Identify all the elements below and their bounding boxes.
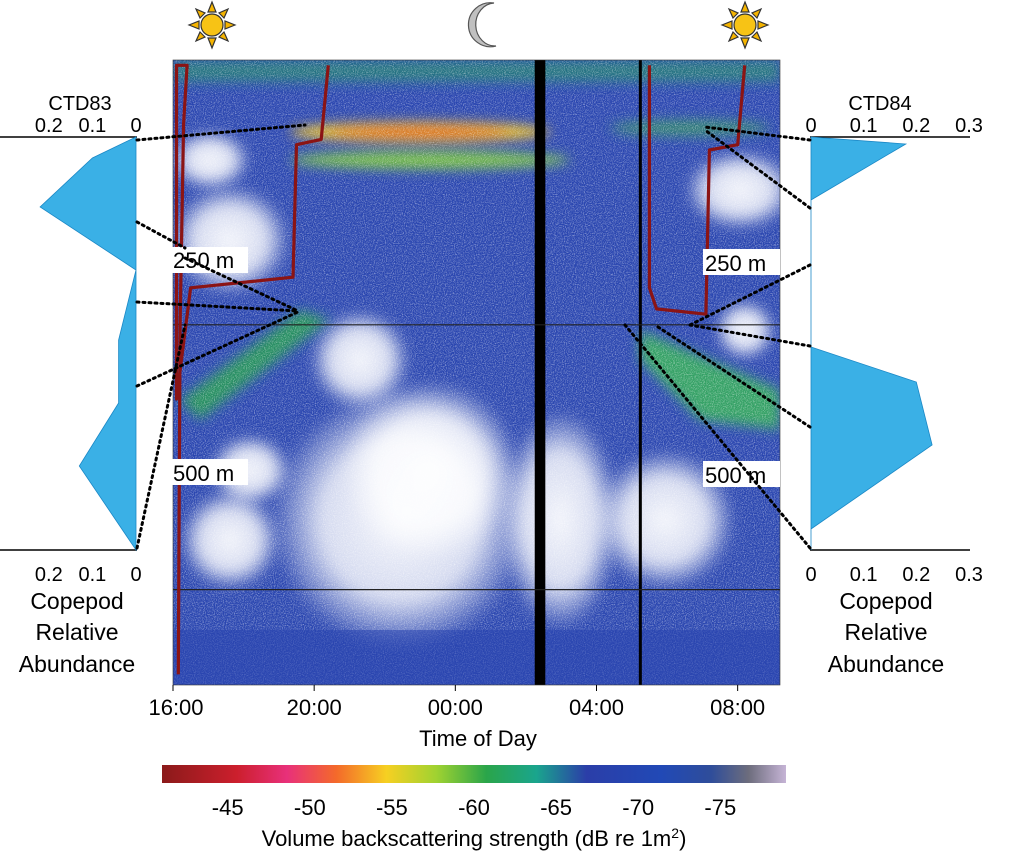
depth-label-250-left: 250 m	[173, 248, 234, 273]
time-tick-label: 08:00	[710, 695, 765, 720]
profile-bottom-tick-label: 0.1	[78, 564, 106, 586]
profile-bottom-tick-label: 0	[130, 564, 141, 586]
profile-bottom-tick-label: 0.3	[955, 564, 983, 586]
echogram-frame	[172, 59, 781, 686]
right-profile: CTD84 0 0.1 0.2 0.3 0 0.1 0.2 0.3 Copepod Rela…	[805, 93, 982, 677]
time-tick-label: 20:00	[287, 695, 342, 720]
time-tick-label: 04:00	[569, 695, 624, 720]
data-gaps	[534, 60, 642, 685]
right-profile-bottom-ticks: 0 0.1 0.2 0.3	[805, 564, 982, 586]
depth-reference-lines	[173, 324, 780, 591]
profile-connectors	[135, 123, 812, 550]
profile-top-tick-label: 0	[130, 115, 141, 137]
left-profile-bottom-ticks: 0.2 0.1 0	[35, 564, 142, 586]
sun-icon	[720, 0, 770, 50]
depth-label-250-right: 250 m	[705, 251, 766, 276]
time-axis-label: Time of Day	[419, 726, 537, 751]
time-axis: 16:00 20:00 00:00 04:00 08:00	[148, 685, 765, 720]
right-profile-xlabel-3: Abundance	[828, 651, 944, 677]
left-profile-station: CTD83	[48, 93, 111, 115]
profile-top-tick-label: 0.2	[35, 115, 63, 137]
profile-top-tick-label: 0.1	[850, 115, 878, 137]
left-profile-xlabel-1: Copepod	[30, 588, 123, 614]
colorbar-label: Volume backscattering strength (dB re 1m…	[262, 825, 687, 851]
sun-icon	[187, 0, 237, 50]
ctd-tracks	[174, 63, 747, 675]
depth-labels: 250 m 250 m 500 m 500 m	[172, 247, 780, 488]
echogram-panel	[172, 59, 781, 686]
colorbar-tick-label: -55	[376, 795, 408, 820]
profile-top-tick-label: 0	[805, 115, 816, 137]
colorbar-gradient	[162, 765, 786, 783]
profile-bottom-tick-label: 0.1	[850, 564, 878, 586]
ctd-track-ctd84	[647, 65, 747, 316]
left-profile-area	[39, 136, 137, 552]
colorbar-tick-label: -70	[622, 795, 654, 820]
profile-bottom-tick-label: 0.2	[902, 564, 930, 586]
colorbar-tick-label: -50	[294, 795, 326, 820]
colorbar-ticks: -45 -50 -55 -60 -65 -70 -75	[212, 795, 736, 820]
right-profile-xlabel-1: Copepod	[839, 588, 932, 614]
profile-top-tick-label: 0.3	[955, 115, 983, 137]
data-gap	[534, 60, 546, 685]
profile-bottom-tick-label: 0.2	[35, 564, 63, 586]
right-profile-area	[810, 136, 933, 550]
colorbar-tick-label: -65	[540, 795, 572, 820]
left-profile-top-ticks: 0.2 0.1 0	[35, 115, 142, 137]
profile-top-tick-label: 0.1	[78, 115, 106, 137]
profile-bottom-tick-label: 0	[805, 564, 816, 586]
moon-icon	[467, 2, 497, 48]
colorbar-tick-label: -45	[212, 795, 244, 820]
right-profile-xlabel-2: Relative	[844, 619, 927, 645]
right-profile-top-ticks: 0 0.1 0.2 0.3	[805, 115, 982, 137]
speckle-texture	[173, 60, 780, 685]
time-tick-label: 00:00	[428, 695, 483, 720]
deep-scattering-floor	[173, 630, 780, 685]
left-profile-xlabel-2: Relative	[35, 619, 118, 645]
depth-label-500-left: 500 m	[173, 461, 234, 486]
time-tick-label: 16:00	[148, 695, 203, 720]
data-gap	[638, 60, 642, 685]
colorbar: -45 -50 -55 -60 -65 -70 -75 Volume backscatter…	[162, 765, 786, 851]
ctd-track-ctd83	[174, 63, 330, 675]
colorbar-tick-label: -75	[704, 795, 736, 820]
profile-top-tick-label: 0.2	[902, 115, 930, 137]
right-profile-station: CTD84	[848, 93, 911, 115]
left-profile: CTD83 0.2 0.1 0 0.2 0.1 0 Copepod Relative A…	[0, 93, 142, 677]
colorbar-tick-label: -60	[458, 795, 490, 820]
left-profile-xlabel-3: Abundance	[19, 651, 135, 677]
